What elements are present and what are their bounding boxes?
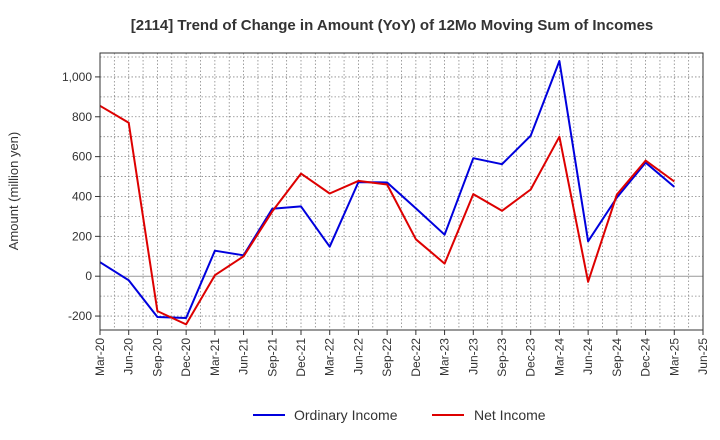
chart-title: [2114] Trend of Change in Amount (YoY) o… (131, 17, 654, 34)
y-tick-label: 600 (72, 150, 92, 164)
series-group (99, 60, 675, 326)
x-tick-label: Jun-22 (351, 338, 365, 375)
x-tick-label: Mar-22 (323, 338, 337, 376)
x-tick-label: Jun-24 (581, 338, 595, 375)
x-tick-label: Dec-24 (639, 338, 653, 377)
x-tick-label: Sep-22 (380, 338, 394, 377)
x-tick-label: Dec-23 (524, 338, 538, 377)
x-tick-label: Mar-20 (93, 338, 107, 376)
plot-frame (99, 52, 704, 331)
x-tick-label: Dec-22 (409, 338, 423, 377)
x-tick-label: Mar-25 (667, 338, 681, 376)
x-tick-label: Jun-23 (466, 338, 480, 375)
y-ticks: -200 0 200 400 600 800 1,000 (62, 70, 100, 323)
y-axis-label: Amount (million yen) (6, 132, 21, 251)
x-ticks: Mar-20 Jun-20 Sep-20 Dec-20 Mar-21 Jun-21 Sep-… (93, 330, 710, 377)
x-tick-label: Mar-23 (438, 338, 452, 376)
x-tick-label: Sep-23 (495, 338, 509, 377)
x-tick-label: Jun-21 (237, 338, 251, 375)
y-tick-label: 0 (85, 269, 92, 283)
x-tick-label: Sep-24 (610, 338, 624, 377)
y-tick-label: -200 (68, 309, 92, 323)
x-tick-label: Mar-24 (552, 338, 566, 376)
x-tick-label: Dec-21 (294, 338, 308, 377)
legend-label-ordinary-income: Ordinary Income (294, 407, 398, 423)
legend: Ordinary Income Net Income (253, 407, 546, 423)
y-tick-label: 1,000 (62, 70, 92, 84)
x-tick-label: Jun-20 (122, 338, 136, 375)
series-line-ordinary-income (99, 60, 675, 319)
x-tick-label: Mar-21 (208, 338, 222, 376)
y-tick-label: 400 (72, 189, 92, 203)
y-tick-label: 200 (72, 229, 92, 243)
grid (99, 53, 704, 330)
legend-label-net-income: Net Income (474, 407, 546, 423)
x-tick-label: Dec-20 (179, 338, 193, 377)
x-tick-label: Sep-20 (150, 338, 164, 377)
y-tick-label: 800 (72, 110, 92, 124)
series-line-net-income (99, 104, 675, 326)
x-tick-label: Sep-21 (265, 338, 279, 377)
x-tick-label: Jun-25 (696, 338, 710, 375)
